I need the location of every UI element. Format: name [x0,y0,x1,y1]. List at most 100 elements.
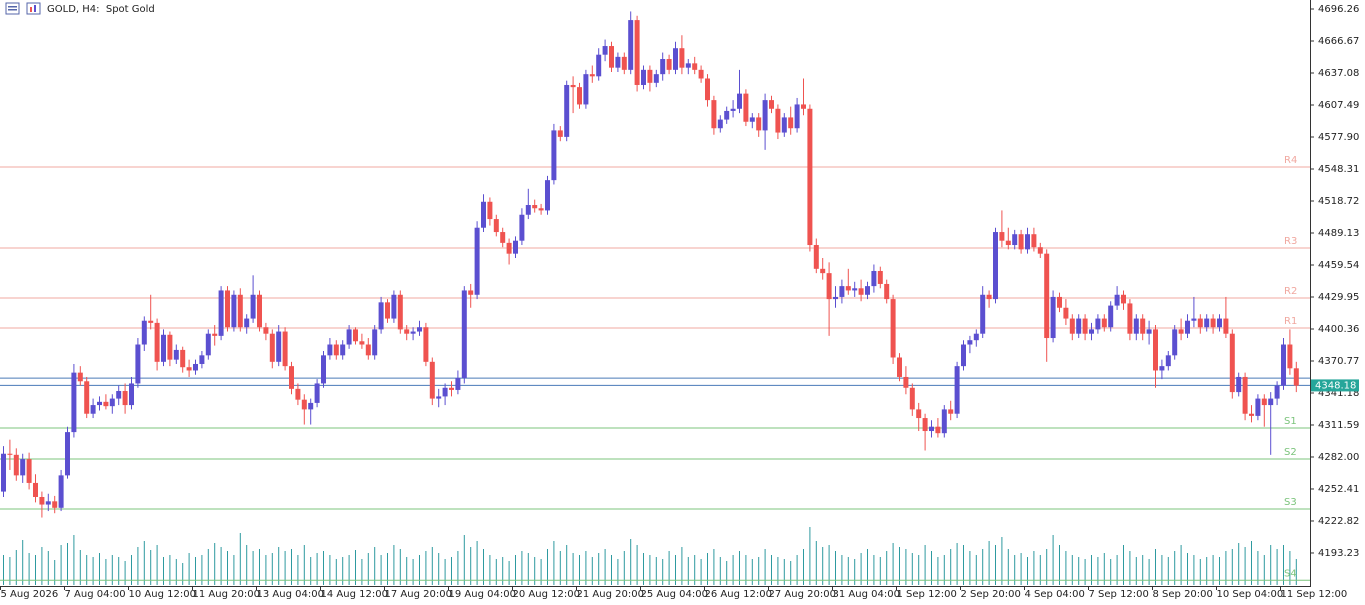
volume-bar [1059,545,1060,585]
volume-bar [1212,555,1214,585]
y-tick-label: 4341.18 [1318,388,1359,399]
volume-bar [105,559,107,585]
volume-bar [79,550,81,585]
candle-body [199,355,205,364]
volume-bar [188,553,190,585]
candle-body [129,383,134,406]
volume-bar [694,555,696,585]
volume-bar [790,561,792,585]
volume-bar [611,555,612,585]
candle-body [301,399,307,410]
icon [8,6,17,8]
x-tick-label: 14 Aug 12:00 [321,589,388,600]
volume-bar [937,557,939,585]
y-tick-label: 4696.26 [1318,4,1359,15]
candle-body [967,340,973,345]
candle-body [1050,296,1056,339]
volume-bar [111,555,113,585]
candle-body [647,69,653,83]
x-tick-label: 7 Sep 12:00 [1089,589,1149,600]
candle-body [1223,318,1229,334]
candle-body [429,361,435,399]
volume-bar [291,549,292,585]
pivot-label: R4 [1284,155,1297,166]
candle-body [500,232,506,243]
volume-bar [988,541,990,585]
candle-body [1140,318,1146,334]
volume-bar [73,535,75,585]
candle-body [135,344,141,384]
volume-bar [502,557,504,585]
candle-body [205,333,211,356]
volume-bar [1263,555,1265,585]
volume-bar [259,549,260,585]
candle-body [1037,247,1043,254]
volume-bar [534,557,536,585]
volume-bar [963,545,964,585]
candle-body [314,383,320,403]
y-tick-label: 4489.13 [1318,228,1359,239]
candle-body [545,180,550,211]
candle-body [602,46,608,55]
candle-body [833,296,838,300]
volume-bar [777,557,779,585]
chart-title: GOLD, H4: Spot Gold [47,4,155,15]
y-tick-label: 4370.77 [1318,356,1359,367]
candle-body [909,387,915,410]
volume-bar [9,557,11,585]
candle-body [596,54,602,77]
volume-bar [399,549,401,585]
x-tick-label: 1 Sep 12:00 [897,589,957,600]
candle-body [865,286,870,295]
volume-bar [1276,549,1278,585]
candle-body [231,294,237,328]
candle-body [257,294,262,328]
candle-body [820,268,826,274]
volume-bar [67,543,68,585]
candle-body [455,378,461,390]
volume-bar [342,557,344,585]
volume-bar [361,559,363,585]
volume-bar [374,547,376,585]
candle-body [1133,318,1139,334]
candle-body [13,454,19,476]
volume-bar [540,559,542,585]
candle-body [474,227,480,295]
candle-body [1018,234,1024,250]
x-tick-label: 5 Aug 2026 [1,589,59,600]
candle-body [1063,307,1069,319]
candle-body [813,245,819,269]
candle-body [1236,376,1242,393]
candle-body [212,333,218,336]
candle-body [493,219,499,233]
candle-body [1153,329,1158,371]
candle-body [877,270,883,284]
volume-bar [1161,555,1163,585]
volume-bar [380,555,382,585]
candle-body [116,391,122,399]
volume-bar [1091,555,1092,585]
volume-bar [54,560,56,585]
pivot-label: S1 [1284,416,1297,427]
y-tick-label: 4252.41 [1318,484,1359,495]
volume-bar [425,551,427,585]
candle-body [449,387,454,390]
volume-bar [1142,555,1144,585]
volume-bar [732,555,734,585]
volume-bar [227,551,228,585]
candle-body [218,290,224,336]
volume-bar [271,553,273,585]
candle-body [673,48,678,70]
candle-body [1121,294,1126,304]
volume-bar [924,545,926,585]
volume-bar [495,559,497,585]
y-tick-label: 4400.36 [1318,324,1359,335]
volume-bar [406,557,408,585]
volume-bar [419,555,420,585]
volume-bar [1052,535,1054,585]
volume-bar [393,545,395,585]
volume-bar [438,553,440,585]
volume-bar [572,553,574,585]
candle-body [788,117,794,129]
volume-bar [1167,557,1169,585]
